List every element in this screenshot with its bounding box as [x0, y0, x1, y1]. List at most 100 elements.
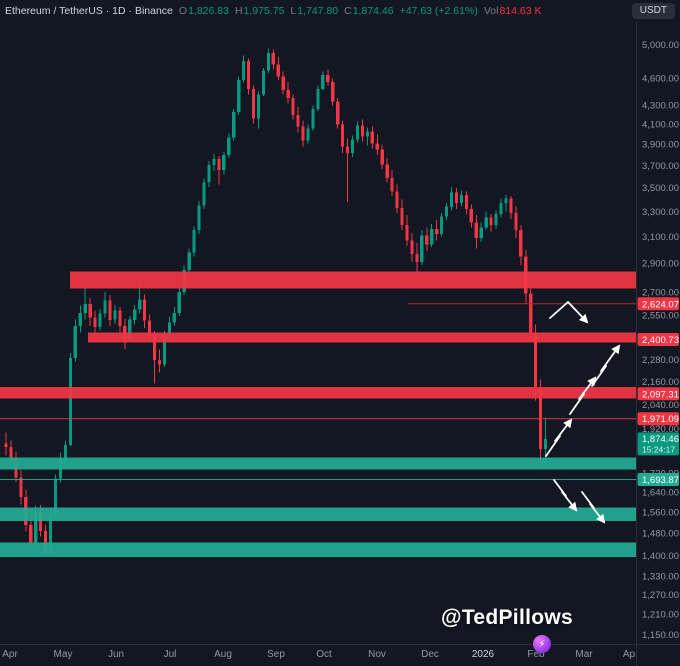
change-value: +47.63 (+2.61%): [399, 5, 478, 17]
chart-header: Ethereum / TetherUS · 1D · Binance O1,82…: [0, 0, 680, 22]
y-axis-label: 1,480.00: [642, 529, 679, 540]
candle-body: [474, 222, 478, 238]
candle-body: [53, 478, 58, 516]
time-axis-label-mar: Mar: [575, 649, 593, 660]
zone-resistance-2400[interactable]: [88, 332, 636, 343]
candle-body: [484, 217, 488, 228]
candle-body: [212, 159, 216, 166]
time-axis[interactable]: Apr May Jun Jul Aug Sep Oct Nov Dec 2026 Feb Mar Ap: [0, 644, 680, 666]
y-axis-label: 3,300.00: [642, 207, 679, 218]
currency-toggle-button[interactable]: USDT: [631, 3, 675, 19]
arrow-drop-down-1[interactable]: [553, 479, 578, 512]
arrow-bounce-up-1[interactable]: [545, 418, 573, 457]
time-axis-label-feb: Feb: [527, 649, 545, 660]
zone-resistance-2800[interactable]: [70, 271, 636, 289]
candle-body: [39, 512, 43, 531]
candle-body: [44, 531, 48, 551]
candle-body: [118, 310, 122, 327]
candle-body: [157, 359, 162, 365]
candle-body: [222, 155, 226, 171]
price-scale[interactable]: 5,000.00 4,600.00 4,300.00 4,100.00 3,900.00…: [636, 22, 680, 644]
candle-body: [415, 253, 419, 262]
candle-body: [103, 300, 107, 314]
y-axis-label: 4,300.00: [642, 101, 679, 112]
candle-body: [514, 212, 518, 231]
candle-body: [217, 159, 221, 170]
volume-value: 814.63 K: [499, 5, 542, 17]
candle-body: [271, 52, 275, 65]
candle-body: [192, 230, 196, 253]
arrow-drop-down-2[interactable]: [581, 491, 606, 524]
lightning-icon: ⚡: [538, 638, 546, 650]
candle-body: [19, 477, 23, 497]
candle-body: [449, 192, 454, 207]
current-price-countdown: 15:24:17: [642, 444, 675, 454]
candle-body: [133, 309, 137, 320]
candle-body: [519, 230, 523, 257]
price-level-tag-text: 2,400.73: [642, 335, 679, 346]
candle-body: [256, 94, 261, 119]
ohlc-close: C1,874.46: [344, 5, 394, 17]
candle-body: [395, 191, 399, 208]
time-axis-label-aug: Aug: [214, 649, 232, 660]
candle-body: [113, 310, 117, 320]
time-axis-label-jun: Jun: [107, 649, 125, 660]
candle-body: [177, 292, 181, 313]
zone-support-1550[interactable]: [0, 507, 636, 521]
zone-support-1420[interactable]: [0, 542, 636, 558]
y-axis-label: 3,700.00: [642, 161, 679, 172]
symbol-title[interactable]: Ethereum / TetherUS · 1D · Binance: [5, 5, 173, 17]
y-axis-label: 1,920.00: [642, 424, 679, 435]
chart-canvas[interactable]: 5,000.00 4,600.00 4,300.00 4,100.00 3,900.00…: [0, 22, 680, 644]
y-axis-label: 2,040.00: [642, 400, 679, 411]
candle-body: [49, 515, 53, 551]
candle-body: [425, 235, 429, 245]
y-axis-label: 1,330.00: [642, 572, 679, 583]
time-axis-label-jul: Jul: [163, 649, 177, 660]
volume-label: Vol: [483, 5, 499, 17]
price-level-tag-text: 1,971.09: [642, 414, 679, 425]
zone-support-1760[interactable]: [0, 457, 636, 470]
candle-body: [509, 198, 513, 213]
y-axis-label: 2,160.00: [642, 377, 679, 388]
time-axis-label-may: May: [53, 649, 73, 660]
candle-body: [68, 358, 72, 445]
candle-body: [172, 312, 176, 323]
y-axis-label: 1,640.00: [642, 488, 679, 499]
candle-body: [454, 192, 458, 204]
candle-body: [459, 194, 463, 204]
candle-body: [247, 61, 251, 89]
watermark: @TedPillows: [441, 606, 573, 629]
zone-resistance-2100[interactable]: [0, 387, 636, 399]
candle-body: [400, 207, 404, 226]
candle-body: [464, 194, 468, 210]
candle-body: [350, 139, 355, 153]
price-level-tag: [637, 333, 679, 346]
candle-body: [291, 98, 295, 115]
y-axis-label: 3,100.00: [642, 232, 679, 243]
candle-body: [98, 313, 102, 328]
candle-body: [316, 88, 320, 110]
candle-body: [148, 320, 152, 336]
candle-body: [390, 177, 394, 192]
y-axis-label: 2,700.00: [642, 287, 679, 298]
arrow-bounce-up-3[interactable]: [591, 344, 621, 387]
candle-body: [435, 229, 439, 235]
time-axis-label-sep: Sep: [267, 649, 285, 660]
candle-body: [375, 143, 379, 150]
y-axis-label: 1,270.00: [642, 590, 679, 601]
arrow-rejection-at-2624[interactable]: [549, 301, 589, 324]
candle-body: [202, 182, 206, 206]
candle-body: [534, 332, 538, 388]
candle-body: [321, 74, 325, 89]
candle-body: [489, 217, 493, 226]
y-axis-label: 3,900.00: [642, 140, 679, 151]
arrow-bounce-up-2[interactable]: [569, 376, 597, 415]
candle-body: [197, 205, 201, 231]
candle-body: [34, 512, 38, 543]
candle-body: [360, 125, 364, 137]
candle-body: [494, 214, 498, 226]
volume: Vol814.63 K: [484, 5, 542, 17]
candle-body: [336, 101, 340, 125]
time-axis-label-oct: Oct: [316, 649, 332, 660]
